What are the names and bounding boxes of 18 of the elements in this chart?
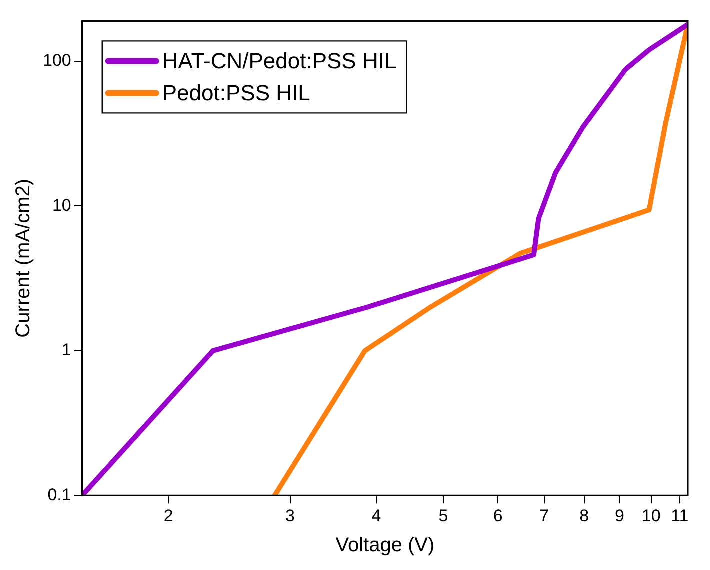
y-tick-label: 1 [62,340,72,360]
x-tick-label: 10 [642,506,661,526]
legend-label: HAT-CN/Pedot:PSS HIL [162,48,397,74]
x-tick-label: 8 [580,506,590,526]
x-tick-label: 6 [493,506,503,526]
x-tick-label: 5 [438,506,448,526]
y-tick-label: 0.1 [48,485,72,504]
x-tick-label: 3 [286,506,295,526]
x-tick-label: 7 [540,506,550,526]
x-axis-title: Voltage (V) [336,534,435,557]
y-tick-label: 100 [42,51,72,70]
legend-label: Pedot:PSS HIL [162,80,310,106]
y-tick-label: 10 [52,196,72,215]
x-tick-label: 4 [372,506,382,526]
x-tick-label: 11 [671,506,689,526]
x-tick-label: 2 [164,506,174,526]
y-axis-title: Current (mA/cm2) [12,178,35,338]
x-tick-label: 9 [615,506,624,526]
